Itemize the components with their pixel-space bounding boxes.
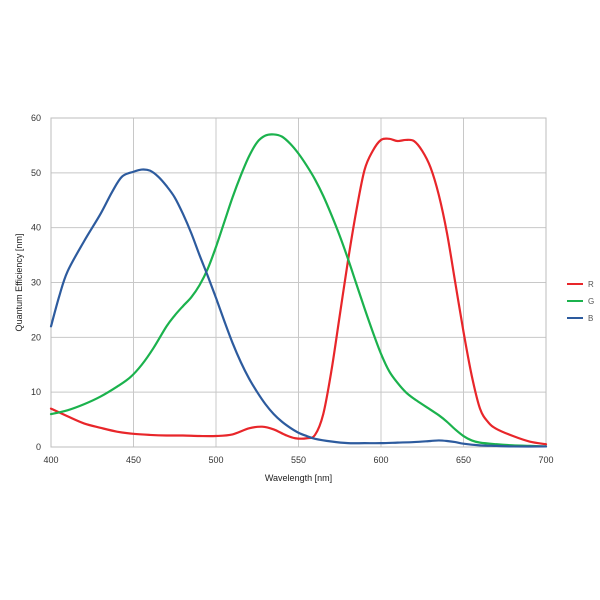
y-axis-label: Quantum Efficiency [nm]: [14, 234, 24, 332]
grid: [50, 117, 547, 448]
y-tick-label: 30: [31, 278, 41, 288]
y-tick-label: 0: [36, 442, 41, 452]
x-tick-label: 450: [126, 455, 141, 465]
x-tick-label: 650: [456, 455, 471, 465]
x-tick-label: 700: [538, 455, 553, 465]
y-axis-ticks: 0 10 20 30 40 50 60: [31, 113, 41, 452]
x-tick-label: 500: [208, 455, 223, 465]
legend-label-r: R: [588, 280, 594, 289]
legend-label-b: B: [588, 314, 593, 323]
legend-label-g: G: [588, 297, 594, 306]
y-tick-label: 50: [31, 168, 41, 178]
y-tick-label: 20: [31, 332, 41, 342]
series-layer: [49, 133, 548, 448]
y-tick-label: 10: [31, 387, 41, 397]
x-tick-label: 550: [291, 455, 306, 465]
series-line-g: [49, 133, 548, 448]
x-tick-label: 400: [43, 455, 58, 465]
series-line-r: [49, 137, 548, 446]
x-tick-label: 600: [373, 455, 388, 465]
series-line-b: [49, 168, 548, 448]
x-axis-label: Wavelength [nm]: [265, 473, 332, 483]
legend: RGB: [567, 280, 594, 323]
y-tick-label: 60: [31, 113, 41, 123]
x-axis-ticks: 400 450 500 550 600 650 700: [43, 455, 553, 465]
y-tick-label: 40: [31, 223, 41, 233]
plot-frame: [50, 117, 547, 448]
